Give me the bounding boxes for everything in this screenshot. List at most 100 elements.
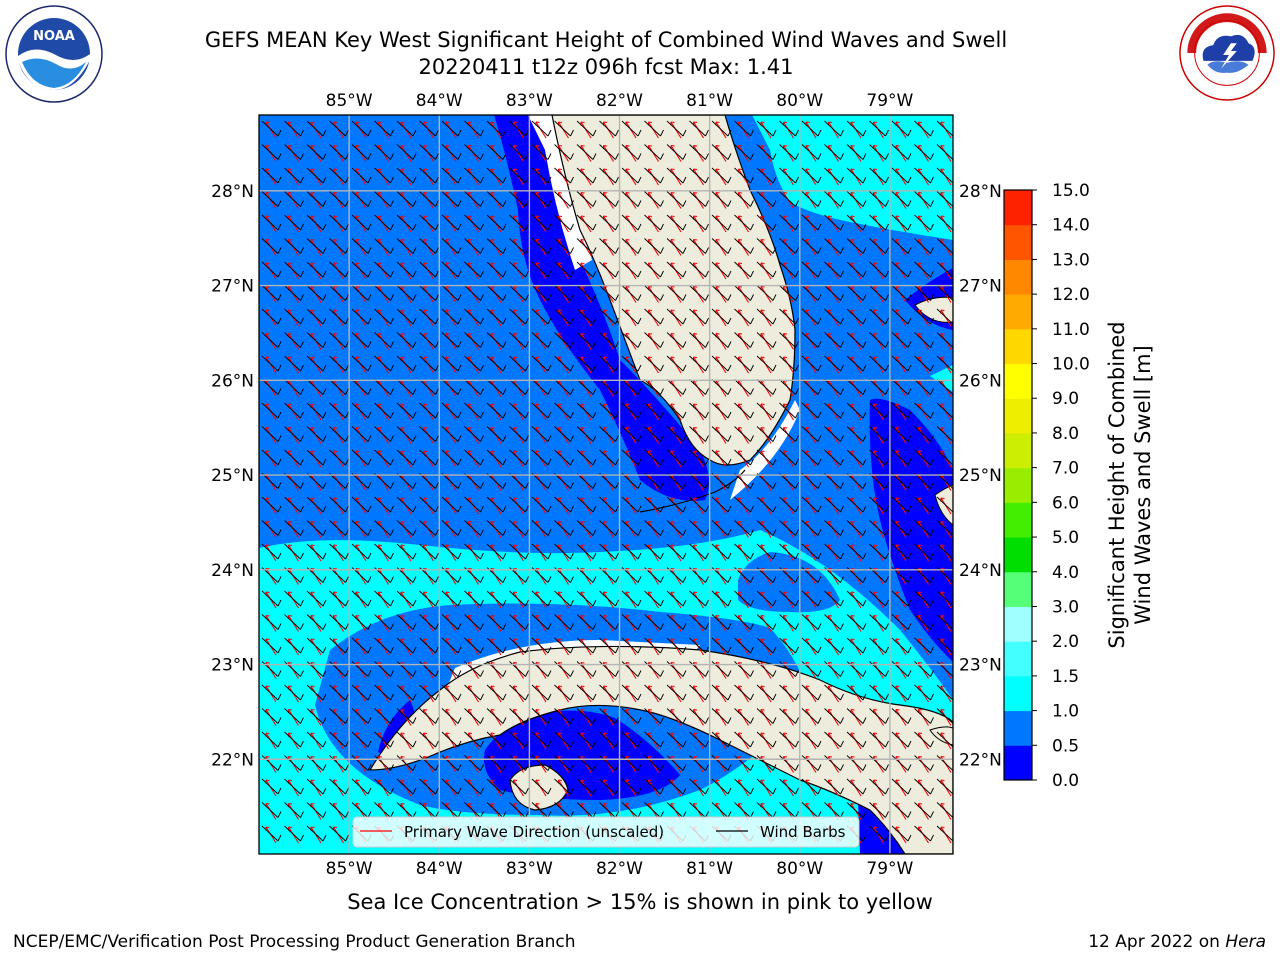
wind-barb	[509, 520, 526, 536]
wind-barb	[486, 426, 504, 442]
wind-barb	[891, 167, 909, 184]
wind-barb	[284, 238, 301, 254]
colorbar	[1003, 189, 1033, 781]
wind-barb	[284, 355, 301, 372]
wind-barb	[846, 755, 864, 771]
colorbar-tick-label: 14.0	[1052, 216, 1090, 236]
wind-barb	[711, 285, 729, 301]
wind-barb	[869, 308, 886, 325]
wind-barb	[599, 778, 616, 795]
wind-barb	[824, 426, 841, 442]
colorbar-segment	[1004, 606, 1032, 642]
wind-barb	[914, 590, 931, 607]
wind-barb	[936, 355, 953, 372]
wind-barb	[666, 332, 684, 348]
wind-barb	[554, 214, 571, 231]
wind-barb	[464, 120, 481, 137]
lon-tick-label-top: 81°W	[686, 91, 733, 111]
lon-tick-label-bottom: 83°W	[506, 859, 553, 879]
chart-title: GEFS MEAN Key West Significant Height of…	[204, 28, 1008, 52]
wind-barb	[779, 496, 796, 513]
wave-region-0-0.5m-florida-west	[494, 115, 709, 501]
wind-barb	[531, 214, 549, 231]
lon-tick-label-top: 79°W	[866, 91, 913, 111]
wind-barb	[824, 637, 841, 654]
wind-barb	[531, 261, 549, 278]
wind-barb	[666, 543, 684, 560]
colorbar-tick-label: 10.0	[1052, 355, 1090, 375]
wind-barb	[666, 402, 684, 419]
wind-barb	[599, 543, 616, 560]
wind-barb	[396, 778, 414, 795]
wind-barb	[869, 614, 886, 630]
wind-barb	[689, 637, 706, 654]
wind-barb	[779, 755, 796, 771]
wind-barb	[441, 355, 459, 372]
lon-tick-label-top: 84°W	[416, 91, 463, 111]
wind-barb	[644, 802, 661, 818]
wind-barb	[284, 214, 301, 231]
wind-barb	[554, 543, 571, 560]
wind-barb	[869, 332, 886, 348]
wind-barb	[531, 449, 549, 466]
wind-barb	[666, 520, 684, 536]
wind-barb	[284, 285, 301, 301]
wind-barb	[779, 238, 796, 254]
land-cuba	[368, 645, 953, 854]
wind-barb	[554, 755, 571, 771]
wind-barb	[284, 590, 301, 607]
wind-barb	[419, 191, 436, 207]
wind-barb	[261, 238, 279, 254]
wind-barb	[486, 543, 504, 560]
wind-barb	[779, 191, 796, 207]
wind-barb	[329, 520, 346, 536]
colorbar-tick-label: 3.0	[1052, 597, 1079, 617]
wind-barb	[464, 473, 481, 489]
colorbar-tick-label: 15.0	[1052, 181, 1090, 201]
wind-barb	[891, 614, 909, 630]
wind-barb	[824, 261, 841, 278]
wind-barb	[576, 402, 594, 419]
wind-barb	[936, 520, 953, 536]
wind-barb	[666, 191, 684, 207]
wind-barb	[396, 520, 414, 536]
wind-barb	[801, 778, 819, 795]
wind-barb	[689, 144, 706, 160]
wind-barb	[689, 778, 706, 795]
wind-barb	[621, 708, 639, 724]
wind-barb	[644, 308, 661, 325]
wind-barb	[869, 285, 886, 301]
wind-barb	[599, 708, 616, 724]
wind-barb	[419, 496, 436, 513]
wind-barb	[441, 778, 459, 795]
wind-barb	[554, 496, 571, 513]
wind-barb	[531, 755, 549, 771]
wind-barb	[666, 708, 684, 724]
wind-barb	[329, 637, 346, 654]
wind-barb	[599, 355, 616, 372]
wind-barb	[306, 308, 324, 325]
wind-barb	[711, 308, 729, 325]
wind-barb	[486, 449, 504, 466]
wind-barb	[801, 379, 819, 395]
wind-barb	[779, 614, 796, 630]
wind-barb	[891, 308, 909, 325]
wind-barb	[756, 167, 774, 184]
wind-barb	[824, 238, 841, 254]
wind-barb	[306, 191, 324, 207]
wind-barb	[801, 449, 819, 466]
wind-barb	[644, 214, 661, 231]
wind-barb	[846, 731, 864, 748]
colorbar-segment	[1004, 432, 1032, 469]
wind-barb	[711, 355, 729, 372]
wind-barb	[306, 637, 324, 654]
wind-barb	[509, 332, 526, 348]
wind-barb	[689, 708, 706, 724]
wind-barb	[846, 426, 864, 442]
wind-barb	[711, 731, 729, 748]
wind-barb	[914, 214, 931, 231]
colorbar-label-line2: Wind Waves and Swell [m]	[1131, 345, 1155, 625]
wind-barb	[756, 426, 774, 442]
wind-barb	[756, 144, 774, 160]
wind-barb	[689, 426, 706, 442]
